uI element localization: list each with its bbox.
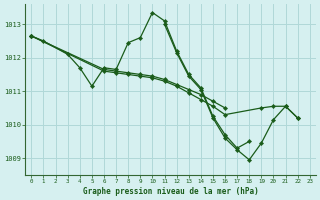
X-axis label: Graphe pression niveau de la mer (hPa): Graphe pression niveau de la mer (hPa)	[83, 187, 259, 196]
